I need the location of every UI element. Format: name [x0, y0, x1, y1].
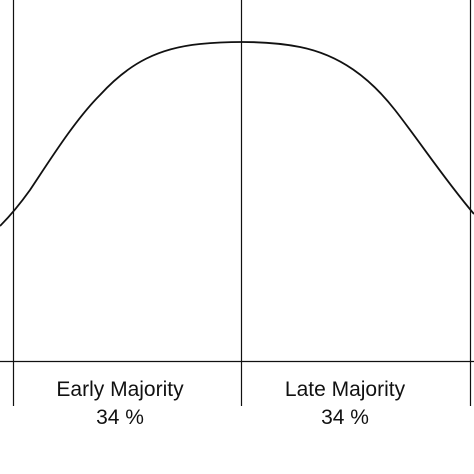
segment-label-late-majority: Late Majority [285, 378, 406, 401]
segment-label-early-majority: Early Majority [56, 378, 184, 401]
segment-percent-early-majority: 34 % [96, 406, 144, 429]
segment-percent-late-majority: 34 % [321, 406, 369, 429]
adoption-bell-curve [0, 41, 474, 227]
